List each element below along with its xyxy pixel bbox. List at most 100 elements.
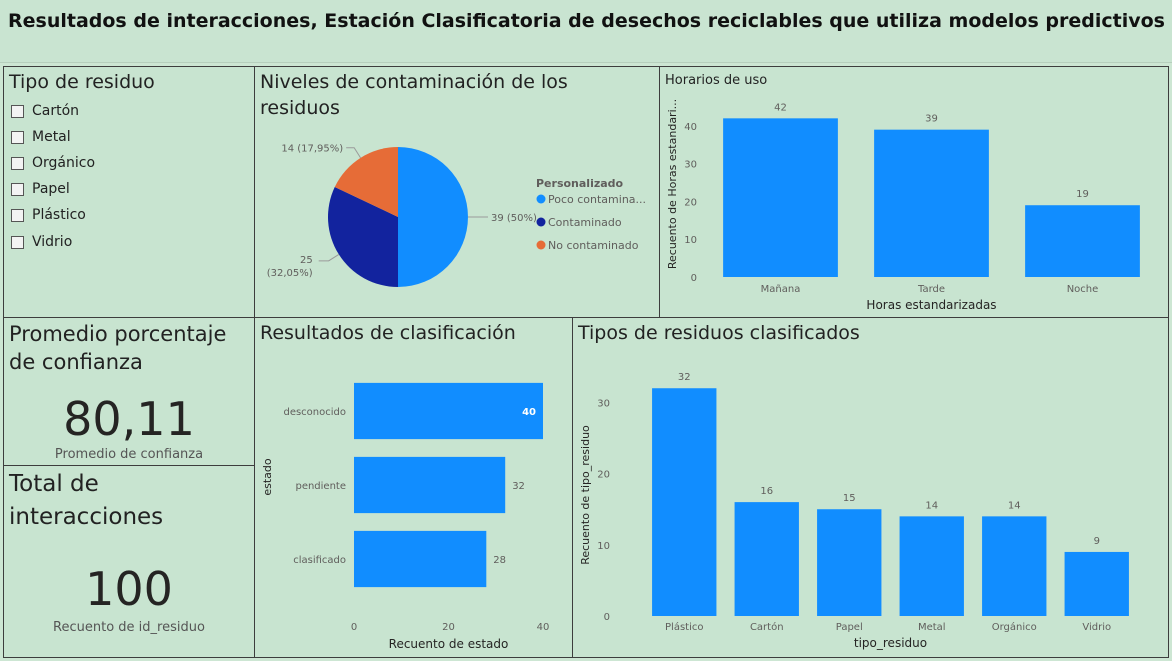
slicer-item-label: Metal [32,129,71,145]
bar-data-label: 32 [512,481,525,492]
kpi-confidence-title: Promedio porcentaje de confianza [9,322,227,374]
legend-marker [536,240,546,250]
bar-data-label: 9 [1094,536,1100,547]
bar-data-label: 32 [678,372,691,383]
slicer-item-label: Orgánico [32,155,96,171]
bar [874,129,989,277]
x-tick-label: 40 [537,622,550,633]
y-tick-label: pendiente [295,481,346,492]
y-axis-label: Recuento de tipo_residuo [579,425,592,565]
bar [723,118,838,277]
y-tick-label: 30 [597,398,610,409]
resultados-chart: 40 desconocido 32 pendiente 28 clasificado 0 20… [261,382,550,651]
tipo-residuo-slicer: Tipo de residuo Cartón Metal Orgánico Pa… [3,66,255,318]
x-tick-label: Cartón [750,621,784,633]
pie-slice [328,186,398,287]
y-tick-label: 0 [691,273,697,284]
x-axis-label: Recuento de estado [389,637,509,651]
y-axis-label: Recuento de Horas estandari... [666,99,679,269]
y-tick-label: 20 [597,470,610,481]
bar-data-label: 14 [1008,500,1021,511]
horarios-panel: Horarios de uso 0 10 20 30 40 42 Mañana 39 Tarde… [659,66,1169,318]
bar-data-label: 16 [760,486,773,497]
slicer-item-organico[interactable]: Orgánico [11,155,95,171]
bar [734,502,799,616]
checkbox-icon[interactable] [11,130,24,144]
checkbox-icon[interactable] [11,235,24,249]
x-tick-label: 20 [442,622,455,633]
slicer-item-label: Plástico [32,207,86,223]
x-tick-label: Vidrio [1082,622,1111,633]
horarios-title: Horarios de uso [665,73,768,88]
y-tick-label: clasificado [293,555,346,566]
bar [354,456,506,514]
bar-data-label: 40 [522,407,536,418]
bar-data-label: 15 [843,493,856,504]
x-tick-label: Metal [918,622,946,633]
report-title: Resultados de interacciones, Estación Cl… [8,10,1165,32]
pie-data-label: 14 (17,95%) [281,144,343,155]
pie-slice [334,147,398,217]
legend-marker [536,194,546,204]
y-tick-label: 10 [684,235,697,246]
legend-label: Contaminado [548,216,622,229]
bar [1025,205,1140,277]
pie-data-label: 39 (50%) [491,213,537,224]
legend-label: No contaminado [548,239,639,252]
pie-leader-line [318,253,340,262]
y-tick-label: 40 [684,122,697,133]
bar-data-label: 42 [774,102,787,113]
checkbox-icon[interactable] [11,208,24,222]
bar [1064,551,1129,616]
resultados-title: Resultados de clasificación [260,322,516,344]
y-tick-label: 10 [597,541,610,552]
bar [817,509,882,616]
kpi-total-value: 100 [85,562,173,616]
legend-marker [536,217,546,227]
tipos-panel: Tipos de residuos clasificados 0 10 20 30 32… [572,317,1169,658]
pie-data-label: 25 [300,255,313,266]
pie-leader-line [346,147,362,159]
legend-label: Poco contamina... [548,193,646,206]
slicer-item-carton[interactable]: Cartón [11,103,79,119]
y-tick-label: 0 [604,612,610,623]
legend-title: Personalizado [536,177,624,190]
contaminacion-pie-panel: Niveles de contaminación de los residuos… [254,66,660,318]
kpi-total-title: Total de interacciones [9,471,164,530]
report-header: Resultados de interacciones, Estación Cl… [0,0,1172,63]
checkbox-icon[interactable] [11,182,24,196]
checkbox-icon[interactable] [11,104,24,118]
kpi-total-label: Recuento de id_residuo [53,620,205,635]
kpi-confidence-label: Promedio de confianza [54,447,204,462]
slicer-item-label: Papel [32,181,70,197]
y-tick-label: 30 [684,160,697,171]
slicer-item-label: Cartón [32,103,80,119]
slicer-title: Tipo de residuo [9,71,155,93]
bar [354,382,543,440]
slicer-item-metal[interactable]: Metal [11,129,71,145]
x-tick-label: Tarde [917,284,945,295]
horarios-chart: 0 10 20 30 40 42 Mañana 39 Tarde 19 Noche Horas est… [666,99,1140,312]
tipos-chart: 0 10 20 30 32 Plástico 16 Cartón 15 Papel 14 Metal 1… [579,372,1129,650]
tipos-title: Tipos de residuos clasificados [578,322,860,344]
bar [982,516,1047,616]
slicer-item-label: Vidrio [32,234,73,250]
x-tick-label: Papel [836,622,863,633]
pie-chart: 39 (50%) 25 (32,05%) 14 (17,95%) Personaliz… [267,144,646,287]
kpi-confidence-card: Promedio porcentaje de confianza 80,11 P… [3,317,255,467]
pie-title: Niveles de contaminación de los residuos [260,71,568,119]
kpi-confidence-value: 80,11 [63,392,195,446]
bar [652,388,717,616]
slicer-item-plastico[interactable]: Plástico [11,207,86,223]
y-tick-label: desconocido [283,407,346,418]
x-axis-label: tipo_residuo [854,636,927,650]
checkbox-icon[interactable] [11,156,24,170]
bar-data-label: 19 [1076,189,1089,200]
bar [354,530,487,588]
x-axis-label: Horas estandarizadas [866,298,996,312]
slicer-item-vidrio[interactable]: Vidrio [11,234,72,250]
bar [899,516,964,616]
x-tick-label: Orgánico [992,621,1037,633]
bar-data-label: 14 [925,500,938,511]
slicer-item-papel[interactable]: Papel [11,181,70,197]
